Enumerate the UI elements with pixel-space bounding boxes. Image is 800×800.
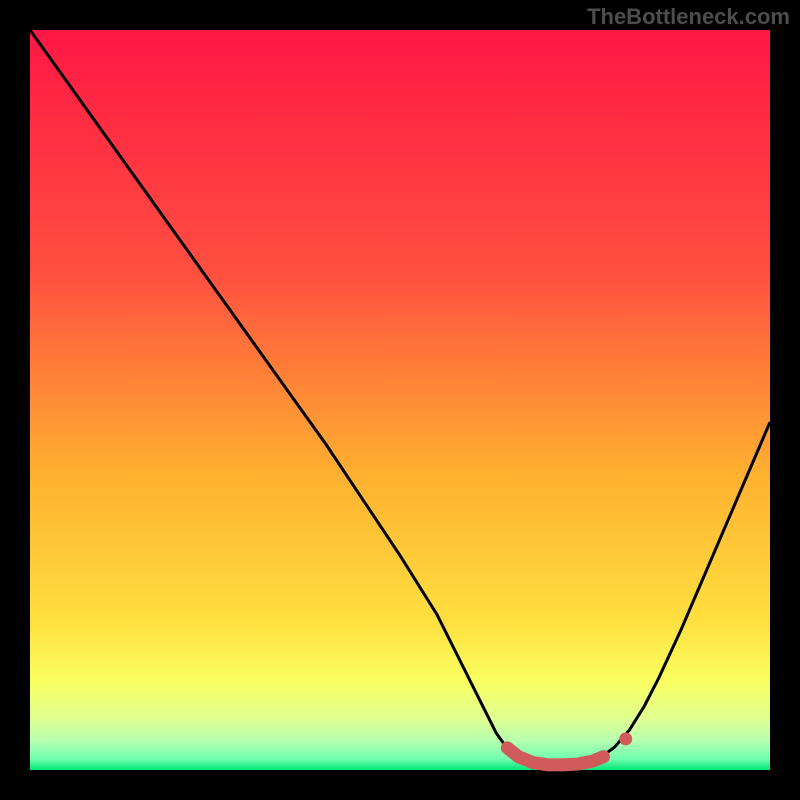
chart-svg: [0, 0, 800, 800]
watermark-text: TheBottleneck.com: [587, 4, 790, 30]
marker-dot: [619, 732, 632, 745]
optimal-range-marker: [507, 748, 603, 765]
bottleneck-curve: [30, 30, 770, 766]
chart-container: TheBottleneck.com: [0, 0, 800, 800]
